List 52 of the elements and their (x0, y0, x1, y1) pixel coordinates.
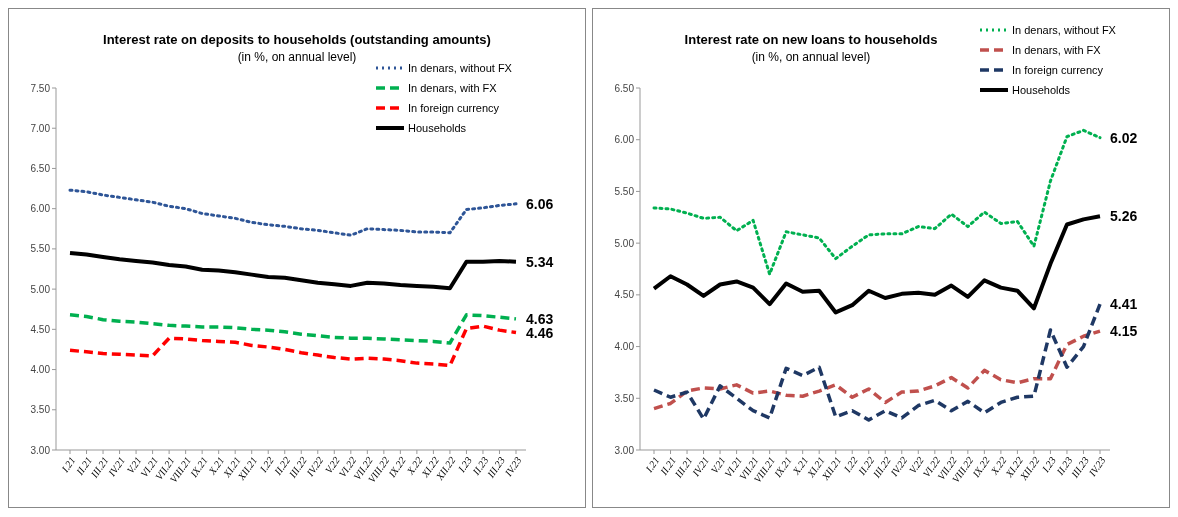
line-series (68, 324, 518, 368)
x-tick-label: I.21 (642, 454, 662, 475)
y-tick-label: 4.50 (30, 323, 51, 335)
data-label: 4.41 (1110, 296, 1138, 313)
data-label: 6.02 (1110, 129, 1138, 146)
x-tick-label: I.23 (455, 454, 474, 475)
data-label: 4.63 (526, 310, 554, 327)
line-series (652, 329, 1102, 411)
data-label: 4.46 (526, 324, 554, 341)
legend-label: In denars, without FX (408, 61, 513, 74)
y-tick-label: 5.50 (30, 243, 51, 255)
y-tick-label: 6.50 (614, 82, 635, 94)
chart-title: Interest rate on deposits to households (outstanding amounts) (103, 32, 491, 47)
legend-label: In foreign currency (1012, 63, 1104, 76)
y-tick-label: 5.00 (30, 283, 51, 295)
y-tick-label: 6.50 (30, 162, 51, 174)
chart-subtitle: (in %, on annual level) (751, 50, 871, 64)
y-tick-label: 3.00 (30, 444, 51, 456)
line-series (68, 313, 518, 345)
y-tick-label: 6.00 (614, 134, 635, 146)
data-label: 5.34 (526, 253, 554, 270)
y-tick-label: 4.00 (614, 341, 635, 353)
y-tick-label: 3.00 (614, 444, 635, 456)
chart-title: Interest rate on new loans to households (684, 32, 938, 47)
line-series (652, 302, 1102, 422)
y-tick-label: 5.00 (614, 237, 635, 249)
chart-subtitle: (in %, on annual level) (237, 50, 357, 64)
y-tick-label: 3.50 (614, 392, 635, 404)
data-label: 6.06 (526, 195, 554, 212)
line-series (652, 128, 1102, 276)
y-tick-label: 4.50 (614, 289, 635, 301)
y-tick-label: 5.50 (614, 185, 635, 197)
y-tick-label: 4.00 (30, 364, 51, 376)
y-tick-label: 3.50 (30, 404, 51, 416)
legend-label: Households (408, 121, 467, 134)
y-tick-label: 7.50 (30, 82, 51, 94)
line-series (68, 188, 518, 237)
legend-label: In denars, without FX (1012, 23, 1117, 36)
legend-label: Households (1012, 83, 1071, 96)
legend-label: In denars, with FX (1012, 43, 1102, 56)
y-tick-label: 7.00 (30, 122, 51, 134)
legend-label: In denars, with FX (408, 81, 498, 94)
x-tick-label: I.21 (58, 454, 78, 475)
line-series (68, 250, 518, 291)
line-series (652, 214, 1102, 315)
x-tick-label: I.23 (1039, 454, 1058, 475)
y-tick-label: 6.00 (30, 203, 51, 215)
x-tick-label: I.22 (257, 454, 276, 475)
legend-label: In foreign currency (408, 101, 500, 114)
data-label: 4.15 (1110, 322, 1138, 339)
x-tick-label: I.22 (841, 454, 860, 475)
data-label: 5.26 (1110, 208, 1138, 225)
